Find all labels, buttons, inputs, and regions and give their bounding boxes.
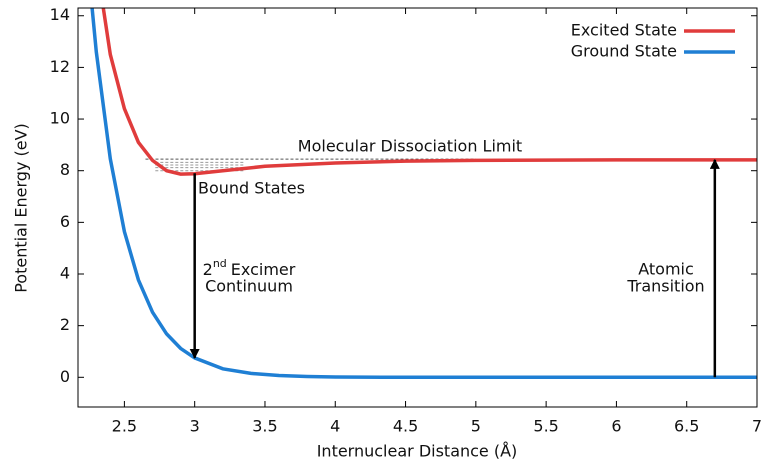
y-tick-label: 6 <box>60 212 70 231</box>
annotation-part: Excimer <box>231 260 296 279</box>
y-axis-label: Potential Energy (eV) <box>12 123 31 293</box>
x-axis-label: Internuclear Distance (Å) <box>317 442 518 461</box>
plot-area <box>90 8 757 380</box>
legend-label: Ground State <box>571 42 677 61</box>
x-tick-label: 5 <box>471 417 481 436</box>
x-tick-label: 6.5 <box>674 417 699 436</box>
annotation: Molecular Dissociation Limit <box>298 137 522 156</box>
annotation-part: 2 <box>203 260 213 279</box>
x-tick-label: 4 <box>330 417 340 436</box>
x-tick-label: 3 <box>190 417 200 436</box>
x-tick-label: 2.5 <box>112 417 137 436</box>
annotation: Bound States <box>198 179 305 198</box>
y-tick-label: 0 <box>60 367 70 386</box>
x-tick-label: 7 <box>752 417 762 436</box>
annotation: Atomic <box>638 260 694 279</box>
annotation: Continuum <box>205 277 293 296</box>
y-tick-label: 10 <box>50 109 70 128</box>
annotation: 2nd Excimer <box>203 257 296 279</box>
legend-label: Excited State <box>571 21 677 40</box>
curve <box>90 8 757 380</box>
annotation-part: nd <box>213 257 227 270</box>
y-tick-label: 2 <box>60 315 70 334</box>
y-tick-label: 14 <box>50 5 70 24</box>
y-tick-label: 4 <box>60 264 70 283</box>
y-tick-label: 12 <box>50 57 70 76</box>
x-tick-label: 5.5 <box>533 417 558 436</box>
annotation: Transition <box>626 277 704 296</box>
plot-frame <box>77 7 758 408</box>
x-tick-label: 3.5 <box>252 417 277 436</box>
x-tick-label: 6 <box>611 417 621 436</box>
x-tick-label: 4.5 <box>393 417 418 436</box>
y-tick-label: 8 <box>60 160 70 179</box>
